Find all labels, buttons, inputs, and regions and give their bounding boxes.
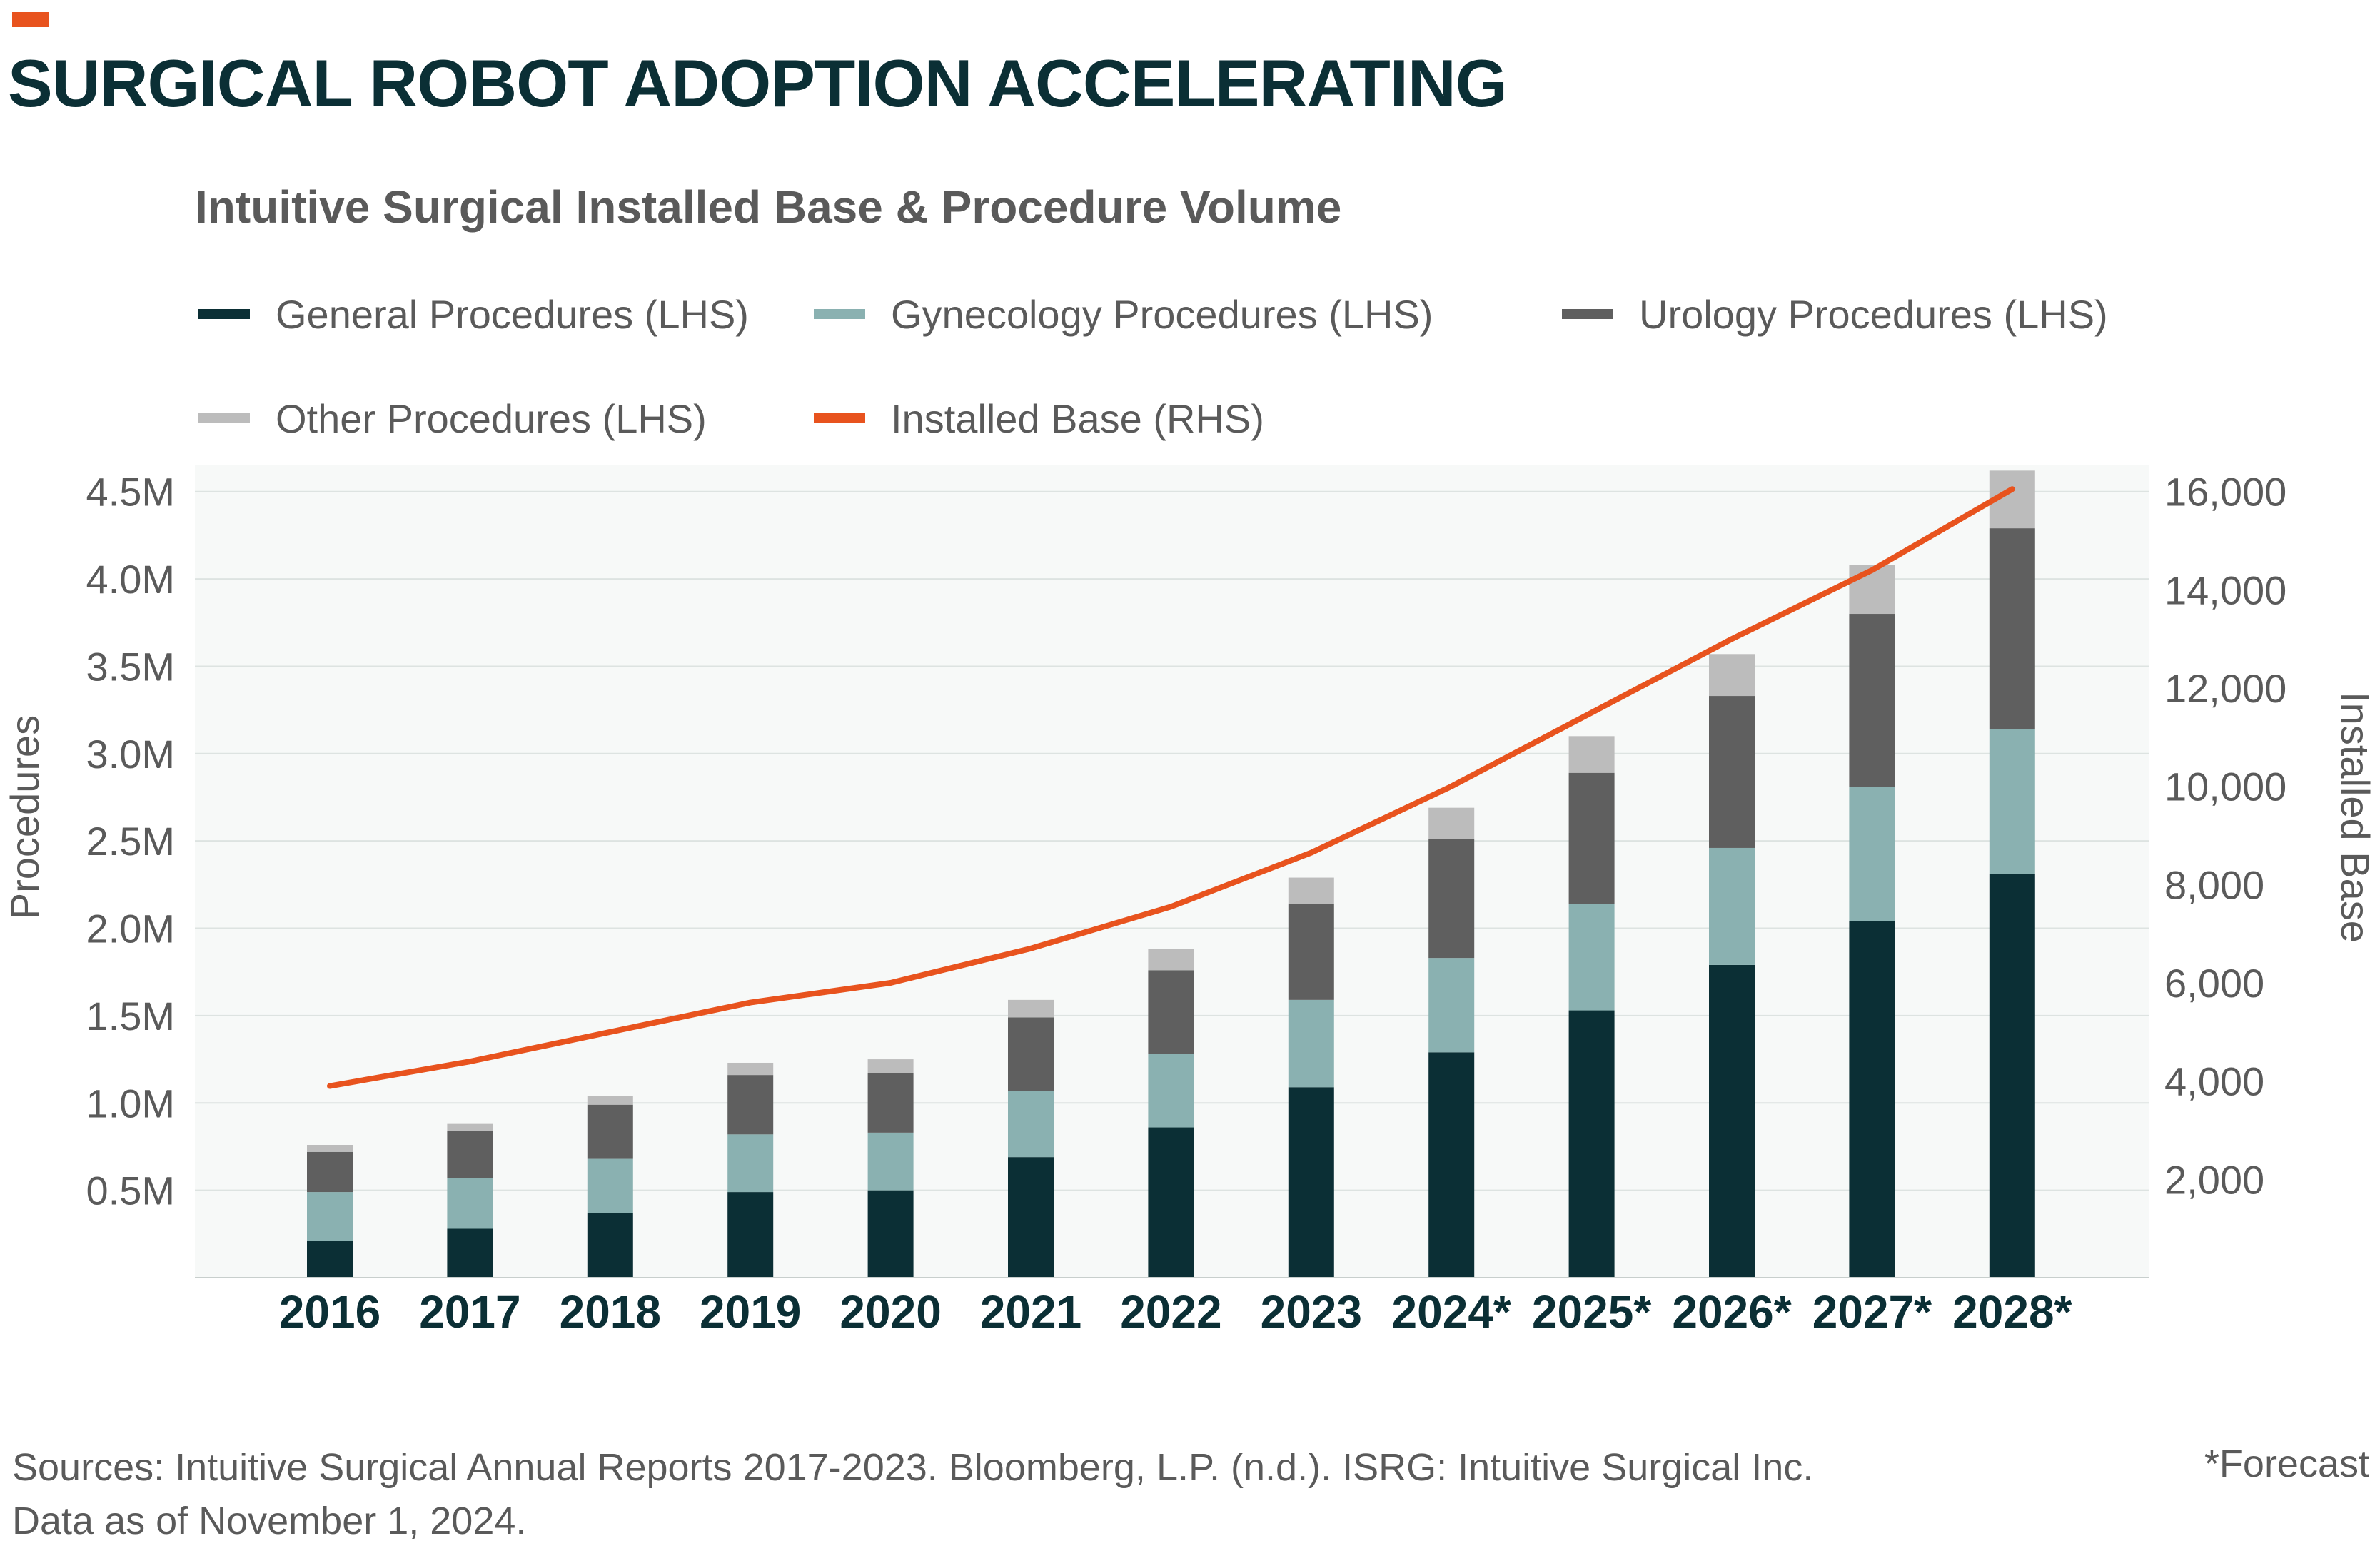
forecast-note: *Forecast <box>2204 1443 2369 1485</box>
bar-segment-1 <box>1709 964 1755 1278</box>
legend-label: General Procedures (LHS) <box>276 292 749 337</box>
y-tick-label: 3.0M <box>86 732 176 777</box>
bar-segment-1 <box>1008 1157 1054 1278</box>
bar-segment-4 <box>447 1123 493 1131</box>
bar-segment-1 <box>1849 921 1895 1278</box>
y2-tick-label: 14,000 <box>2164 567 2286 612</box>
y2-tick-label: 6,000 <box>2164 961 2264 1006</box>
bar-segment-3 <box>1288 904 1334 1000</box>
x-tick-label: 2018 <box>560 1286 661 1338</box>
bar-segment-1 <box>1288 1087 1334 1278</box>
bar-segment-4 <box>1709 654 1755 697</box>
bar-segment-1 <box>447 1228 493 1278</box>
bar-segment-2 <box>1989 729 2035 874</box>
legend-label: Installed Base (RHS) <box>891 396 1264 441</box>
x-tick-label: 2020 <box>839 1286 941 1338</box>
legend: General Procedures (LHS) Gynecology Proce… <box>198 292 2108 441</box>
sources-note: Sources: Intuitive Surgical Annual Repor… <box>12 1446 1814 1489</box>
bar-segment-2 <box>1568 904 1615 1011</box>
bar-segment-3 <box>1008 1017 1054 1091</box>
bar-segment-1 <box>1148 1127 1194 1278</box>
bar-segment-3 <box>1148 970 1194 1054</box>
bar-segment-4 <box>867 1059 914 1073</box>
y2-tick-label: 10,000 <box>2164 764 2286 809</box>
bar-segment-2 <box>867 1132 914 1191</box>
bar-segment-2 <box>307 1192 353 1241</box>
y2-axis-label: Installed Base <box>2333 692 2378 943</box>
bar-segment-4 <box>1148 949 1194 971</box>
y-tick-label: 4.5M <box>86 470 176 515</box>
y-axis-label: Procedures <box>2 715 47 919</box>
bar-segment-3 <box>587 1104 633 1159</box>
bar-segment-4 <box>1568 736 1615 773</box>
legend-label: Other Procedures (LHS) <box>276 396 707 441</box>
x-tick-label: 2025* <box>1532 1286 1651 1338</box>
bar-segment-4 <box>1008 999 1054 1018</box>
y-tick-label: 3.5M <box>86 644 176 689</box>
title-accent-bar <box>12 12 49 27</box>
y2-tick-label: 12,000 <box>2164 666 2286 711</box>
bar-segment-2 <box>1709 847 1755 965</box>
bar-segment-1 <box>307 1241 353 1278</box>
x-tick-label: 2027* <box>1812 1286 1932 1338</box>
page-title: SURGICAL ROBOT ADOPTION ACCELERATING <box>8 46 1508 121</box>
installed-base-line <box>327 486 2015 1089</box>
bar-segment-4 <box>1428 807 1475 839</box>
y-tick-label: 1.0M <box>86 1081 176 1126</box>
y2-tick-label: 8,000 <box>2164 862 2264 907</box>
y2-tick-label: 4,000 <box>2164 1059 2264 1104</box>
bar-segment-1 <box>867 1190 914 1278</box>
bar-segment-1 <box>1989 874 2035 1278</box>
bar-segment-3 <box>447 1131 493 1178</box>
bar-segment-2 <box>1849 787 1895 921</box>
bar-segment-4 <box>727 1062 774 1076</box>
y-tick-label: 2.0M <box>86 906 176 951</box>
x-tick-label: 2028* <box>1952 1286 2072 1338</box>
bar-segment-3 <box>307 1151 353 1193</box>
bar-segment-3 <box>1428 839 1475 959</box>
y-tick-label: 4.0M <box>86 557 176 602</box>
bar-segment-2 <box>1428 958 1475 1053</box>
legend-label: Urology Procedures (LHS) <box>1639 292 2108 337</box>
bar-segment-3 <box>1849 614 1895 787</box>
chart-title: Intuitive Surgical Installed Base & Proc… <box>195 181 1341 233</box>
y-tick-label: 2.5M <box>86 819 176 864</box>
bar-segment-2 <box>1148 1054 1194 1128</box>
x-tick-label: 2019 <box>700 1286 801 1338</box>
x-tick-label: 2023 <box>1261 1286 1362 1338</box>
bar-segment-1 <box>1428 1052 1475 1278</box>
x-tick-label: 2022 <box>1120 1286 1221 1338</box>
y-tick-label: 1.5M <box>86 994 176 1039</box>
axes: 0.5M 1.0M 1.5M 2.0M 2.5M 3.0M 3.5M 4.0M 4.5M 2,00… <box>86 470 2287 1338</box>
installed-base-series-line <box>327 486 2015 1089</box>
bar-segment-3 <box>1568 772 1615 904</box>
bar-segment-4 <box>1288 877 1334 904</box>
x-tick-label: 2017 <box>419 1286 520 1338</box>
y2-tick-label: 16,000 <box>2164 470 2286 515</box>
bar-segment-3 <box>727 1075 774 1135</box>
bar-segment-4 <box>307 1145 353 1152</box>
bar-segment-2 <box>447 1178 493 1229</box>
bar-segment-2 <box>1008 1091 1054 1158</box>
bar-segment-3 <box>867 1073 914 1133</box>
bar-segment-1 <box>587 1213 633 1278</box>
x-tick-label: 2024* <box>1392 1286 1511 1338</box>
bar-segment-1 <box>1568 1010 1615 1278</box>
bar-segment-2 <box>1288 999 1334 1088</box>
y2-tick-label: 2,000 <box>2164 1157 2264 1202</box>
bar-segment-2 <box>727 1134 774 1193</box>
data-date-note: Data as of November 1, 2024. <box>12 1500 527 1542</box>
y-tick-label: 0.5M <box>86 1168 176 1213</box>
bar-segment-1 <box>727 1192 774 1278</box>
x-tick-label: 2021 <box>980 1286 1081 1338</box>
bar-segment-2 <box>587 1158 633 1213</box>
x-tick-label: 2016 <box>279 1286 380 1338</box>
bar-segment-4 <box>587 1096 633 1105</box>
bar-segment-3 <box>1989 528 2035 729</box>
stacked-bars <box>307 470 2035 1278</box>
x-tick-label: 2026* <box>1672 1286 1791 1338</box>
legend-label: Gynecology Procedures (LHS) <box>891 292 1433 337</box>
bar-segment-3 <box>1709 696 1755 848</box>
